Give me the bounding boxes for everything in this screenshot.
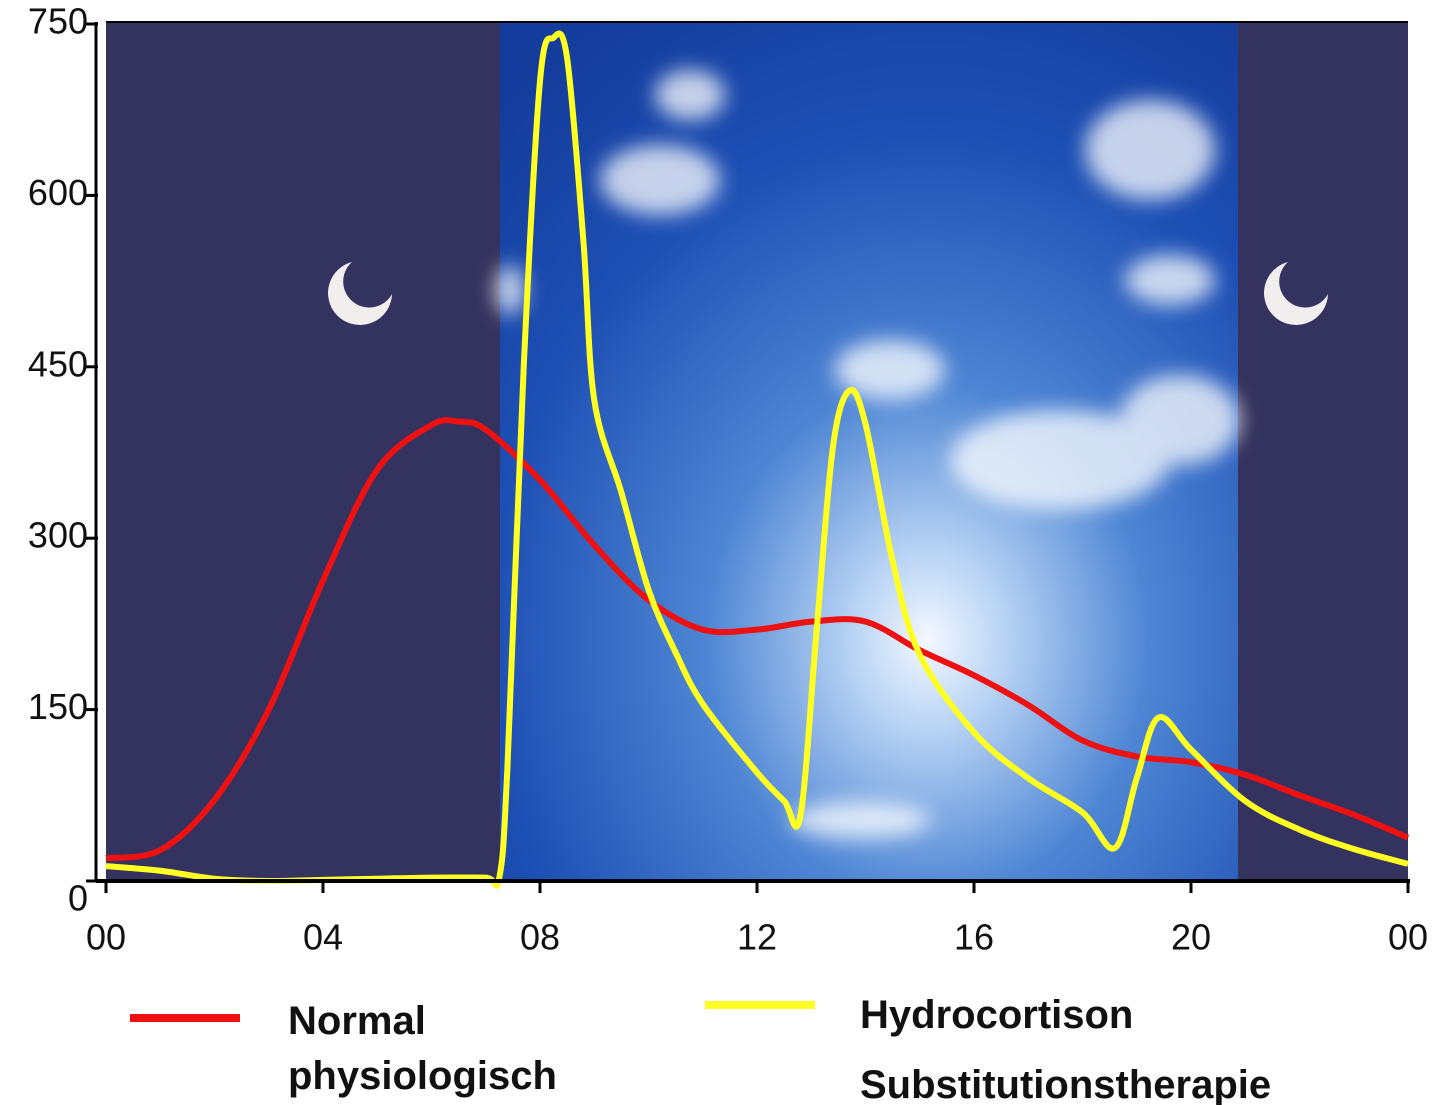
x-tick-label: 16 xyxy=(954,917,994,958)
legend-label: Normal physiologisch xyxy=(288,999,557,1098)
x-tick-label: 08 xyxy=(520,917,560,958)
clouds xyxy=(495,70,1240,838)
line-series xyxy=(105,30,1409,889)
y-tick-label: 150 xyxy=(28,686,88,727)
y-tick-label: 600 xyxy=(28,172,88,213)
y-tick-label: 300 xyxy=(28,515,88,556)
x-tick-label: 20 xyxy=(1171,917,1211,958)
x-tick-label: 00 xyxy=(1388,917,1428,958)
y-tick-label: 450 xyxy=(28,343,88,384)
y-tick-label: 750 xyxy=(28,1,88,42)
moon xyxy=(1264,262,1328,325)
legend-label: Hydrocortison Substitutionstherapie xyxy=(860,993,1272,1105)
background xyxy=(106,22,1408,881)
line-series xyxy=(105,417,1410,862)
x-tick-label: 00 xyxy=(86,917,126,958)
plot-area xyxy=(105,30,1410,889)
y-tick-label: 0 xyxy=(68,878,88,919)
moon xyxy=(328,262,392,325)
legend xyxy=(130,1001,815,1022)
x-tick-label: 04 xyxy=(303,917,343,958)
x-tick-label: 12 xyxy=(737,917,777,958)
